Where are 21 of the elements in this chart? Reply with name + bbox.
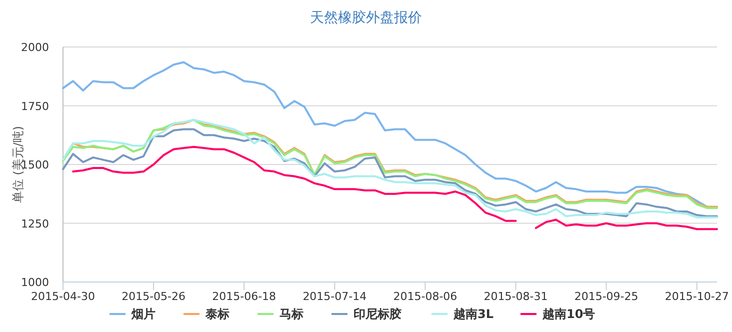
x-tick-label: 2015-10-27 [664, 290, 729, 303]
x-tick-label: 2015-09-25 [574, 290, 638, 303]
legend-label: 印尼标胶 [354, 307, 402, 321]
legend-label: 越南3L [452, 307, 494, 321]
legend-label: 烟片 [130, 307, 156, 321]
y-tick-label: 1250 [21, 217, 49, 230]
legend-label: 泰标 [204, 307, 230, 321]
x-tick-label: 2015-04-30 [31, 290, 95, 303]
y-axis-title: 单位 (美元/吨) [11, 126, 25, 204]
x-tick-label: 2015-06-18 [212, 290, 276, 303]
line-series [62, 61, 708, 208]
y-tick-label: 1000 [21, 276, 49, 289]
y-tick-label: 1750 [21, 100, 49, 113]
y-tick-label: 2000 [21, 41, 49, 54]
x-tick-label: 2015-08-31 [484, 290, 548, 303]
chart-title: 天然橡胶外盘报价 [310, 10, 422, 26]
x-tick-label: 2015-07-14 [302, 290, 367, 303]
legend-label: 越南10号 [542, 307, 596, 321]
x-tick-label: 2015-08-06 [393, 290, 458, 303]
x-tick-label: 2015-05-26 [122, 290, 186, 303]
legend-label: 马标 [280, 307, 304, 321]
